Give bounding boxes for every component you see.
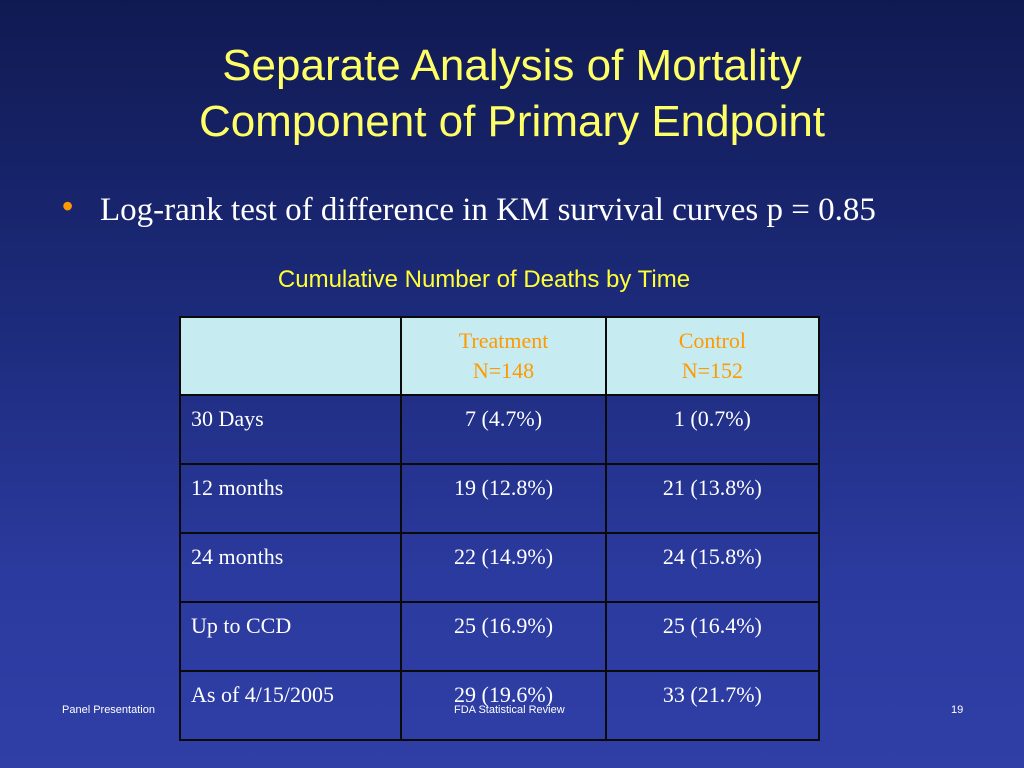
bullet-text: Log-rank test of difference in KM surviv… — [100, 192, 876, 228]
control-value: 33 (21.7%) — [604, 670, 821, 741]
bullet-dot-icon: • — [62, 188, 74, 224]
row-label: 24 months — [178, 532, 403, 603]
row-label: 30 Days — [178, 394, 403, 465]
table-row: 12 months 19 (12.8%) 21 (13.8%) — [178, 463, 821, 534]
treatment-value: 29 (19.6%) — [400, 670, 607, 741]
header-control-label: Control — [678, 328, 746, 353]
header-blank-cell — [178, 316, 403, 396]
treatment-value: 7 (4.7%) — [400, 394, 607, 465]
table-row: Up to CCD 25 (16.9%) 25 (16.4%) — [178, 601, 821, 672]
table-row: 30 Days 7 (4.7%) 1 (0.7%) — [178, 394, 821, 465]
control-value: 24 (15.8%) — [604, 532, 821, 603]
treatment-value: 19 (12.8%) — [400, 463, 607, 534]
table-row: 24 months 22 (14.9%) 24 (15.8%) — [178, 532, 821, 603]
table-caption: Cumulative Number of Deaths by Time — [277, 266, 691, 293]
footer-left: Panel Presentation — [62, 704, 155, 716]
header-treatment-n: N=148 — [472, 358, 535, 383]
treatment-value: 25 (16.9%) — [400, 601, 607, 672]
header-treatment: Treatment N=148 — [400, 316, 607, 396]
table-header-row: Treatment N=148 Control N=152 — [178, 316, 821, 396]
control-value: 1 (0.7%) — [604, 394, 821, 465]
header-control-n: N=152 — [681, 358, 744, 383]
deaths-table: Treatment N=148 Control N=152 30 Days 7 … — [178, 316, 821, 741]
control-value: 21 (13.8%) — [604, 463, 821, 534]
slide-title-line1: Separate Analysis of Mortality — [222, 41, 802, 90]
header-control: Control N=152 — [604, 316, 821, 396]
row-label: As of 4/15/2005 — [178, 670, 403, 741]
header-treatment-label: Treatment — [458, 328, 549, 353]
bullet-item: • Log-rank test of difference in KM surv… — [62, 186, 1022, 236]
slide-title: Separate Analysis of Mortality Component… — [0, 38, 1024, 150]
page-number: 19 — [951, 704, 964, 716]
slide-title-line2: Component of Primary Endpoint — [198, 97, 826, 146]
footer-center: FDA Statistical Review — [454, 704, 565, 716]
row-label: Up to CCD — [178, 601, 403, 672]
control-value: 25 (16.4%) — [604, 601, 821, 672]
treatment-value: 22 (14.9%) — [400, 532, 607, 603]
row-label: 12 months — [178, 463, 403, 534]
table-row: As of 4/15/2005 29 (19.6%) 33 (21.7%) — [178, 670, 821, 741]
